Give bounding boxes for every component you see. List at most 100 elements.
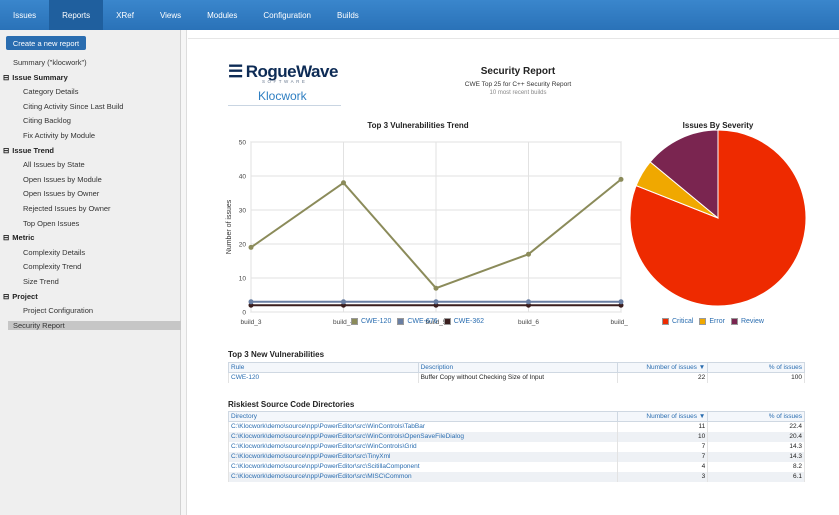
x-tick-label: build_5 xyxy=(426,319,447,326)
col-percent[interactable]: % of issues xyxy=(707,362,805,373)
nav-tab-reports[interactable]: Reports xyxy=(49,0,104,30)
col-rule[interactable]: Rule xyxy=(228,362,419,373)
legend-swatch xyxy=(730,318,738,325)
dir-table: Directory Number of issues ▼ % of issues… xyxy=(227,411,805,482)
sidebar-item-category-details[interactable]: Category Details xyxy=(23,87,79,97)
sidebar-group-issue-summary[interactable]: ⊟ Issue Summary xyxy=(3,73,68,82)
data-point-cwe-676 xyxy=(433,299,439,305)
table-row: CWE-120 Buffer Copy without Checking Size… xyxy=(228,372,805,383)
directory-link[interactable]: C:\Klocwork\demo\source\npp\PowerEditor\… xyxy=(227,451,619,462)
data-point-cwe-120 xyxy=(433,285,439,291)
nav-tab-modules[interactable]: Modules xyxy=(207,10,238,20)
x-tick-label: build_6 xyxy=(518,319,539,326)
legend-swatch xyxy=(662,318,669,325)
directory-link[interactable]: C:\Klocwork\demo\source\npp\PowerEditor\… xyxy=(227,431,619,442)
legend-item-cwe-362[interactable]: CWE-362 xyxy=(443,318,484,325)
directory-link[interactable]: C:\Klocwork\demo\source\npp\PowerEditor\… xyxy=(227,421,619,432)
y-axis-label: Number of issues xyxy=(226,199,233,254)
x-tick-label: build_7 xyxy=(611,319,628,326)
rule-link[interactable]: CWE-120 xyxy=(228,372,419,383)
legend-swatch xyxy=(351,318,358,325)
create-report-button[interactable]: Create a new report xyxy=(6,36,86,50)
table-row: C:\Klocwork\demo\source\npp\PowerEditor\… xyxy=(227,431,805,442)
legend-label: Review xyxy=(740,318,764,325)
sidebar-group-project[interactable]: ⊟ Project xyxy=(3,292,38,301)
sidebar-group-metric[interactable]: ⊟ Metric xyxy=(3,233,34,242)
legend-item-error[interactable]: Error xyxy=(699,318,725,325)
directory-link[interactable]: C:\Klocwork\demo\source\npp\PowerEditor\… xyxy=(227,471,619,482)
trend-line-chart: 0 10 20 30 40 50 build_3 build_4 build_5 build_6 b… xyxy=(226,140,628,327)
sidebar-splitter[interactable] xyxy=(181,30,187,515)
report-title: Security Report xyxy=(480,66,556,77)
percent-cell: 6.1 xyxy=(707,471,805,482)
nav-tab-builds[interactable]: Builds xyxy=(336,10,359,20)
y-tick-label: 40 xyxy=(239,174,247,181)
sidebar-item-rejected-issues-by-owner[interactable]: Rejected Issues by Owner xyxy=(23,204,111,213)
report-subtitle-builds: 10 most recent builds xyxy=(489,90,547,96)
percent-cell: 14.3 xyxy=(707,451,805,462)
report-content: ☰ RogueWave SOFTWARE Klocwork Security Re… xyxy=(188,30,839,515)
data-point-cwe-120 xyxy=(341,180,346,186)
collapse-icon[interactable]: ⊟ xyxy=(3,291,10,301)
roguewave-logo: ☰ RogueWave SOFTWARE Klocwork xyxy=(228,62,338,103)
legend-item-review[interactable]: Review xyxy=(730,318,764,325)
col-description[interactable]: Description xyxy=(417,362,619,373)
x-tick-label: build_3 xyxy=(241,319,262,326)
sidebar-item-citing-activity-since-last-build[interactable]: Citing Activity Since Last Build xyxy=(23,101,124,111)
sidebar-group-issue-trend[interactable]: ⊟ Issue Trend xyxy=(3,146,54,155)
sidebar-item-complexity-details[interactable]: Complexity Details xyxy=(23,247,86,257)
vuln-table-title: Top 3 New Vulnerabilities xyxy=(228,350,325,359)
y-tick-label: 50 xyxy=(239,140,247,147)
legend-item-cwe-676[interactable]: CWE-676 xyxy=(397,318,438,325)
sidebar-item-summary[interactable]: Summary ("klocwork") xyxy=(13,58,87,67)
table-row: C:\Klocwork\demo\source\npp\PowerEditor\… xyxy=(227,421,805,432)
collapse-icon[interactable]: ⊟ xyxy=(3,145,10,155)
collapse-icon[interactable]: ⊟ xyxy=(3,233,10,243)
nav-tab-issues[interactable]: Issues xyxy=(13,10,37,20)
legend-swatch xyxy=(443,318,451,325)
report-subtitle: CWE Top 25 for C++ Security Report xyxy=(464,81,572,88)
percent-cell: 22.4 xyxy=(707,421,805,432)
sidebar-item-citing-backlog[interactable]: Citing Backlog xyxy=(23,116,71,126)
col-directory[interactable]: Directory xyxy=(227,411,619,422)
sidebar-item-size-trend[interactable]: Size Trend xyxy=(23,277,59,286)
sidebar-item-security-report[interactable]: Security Report xyxy=(8,320,184,330)
x-tick-label: build_4 xyxy=(333,319,354,326)
col-number-of-issues-label: Number of issues xyxy=(646,364,697,371)
line-chart-legend: CWE-120 CWE-676 CWE-362 xyxy=(351,318,484,325)
description-cell: Buffer Copy without Checking Size of Inp… xyxy=(417,372,619,383)
legend-label: Critical xyxy=(672,318,694,325)
sort-desc-icon: ▼ xyxy=(698,364,706,371)
legend-item-cwe-120[interactable]: CWE-120 xyxy=(351,318,391,325)
legend-swatch xyxy=(699,318,707,325)
table-row: C:\Klocwork\demo\source\npp\PowerEditor\… xyxy=(227,441,805,452)
y-tick-label: 20 xyxy=(239,242,247,249)
collapse-icon[interactable]: ⊟ xyxy=(3,72,10,82)
table-row: C:\Klocwork\demo\source\npp\PowerEditor\… xyxy=(227,451,805,462)
sidebar-item-project-configuration[interactable]: Project Configuration xyxy=(23,306,94,316)
nav-tab-views[interactable]: Views xyxy=(159,10,182,20)
sidebar-item-open-issues-by-module[interactable]: Open Issues by Module xyxy=(23,174,102,184)
col-number-of-issues[interactable]: Number of issues ▼ xyxy=(617,362,709,373)
sort-desc-icon: ▼ xyxy=(698,413,706,420)
col-dir-percent[interactable]: % of issues xyxy=(707,411,805,422)
nav-tab-configuration[interactable]: Configuration xyxy=(263,10,311,20)
nav-tab-xref[interactable]: XRef xyxy=(116,10,134,20)
directory-link[interactable]: C:\Klocwork\demo\source\npp\PowerEditor\… xyxy=(227,461,619,472)
sidebar-item-top-open-issues[interactable]: Top Open Issues xyxy=(23,218,80,228)
legend-item-critical[interactable]: Critical xyxy=(662,318,693,325)
col-dir-number-label: Number of issues xyxy=(646,413,697,420)
sidebar-item-all-issues-by-state[interactable]: All Issues by State xyxy=(23,160,85,170)
directory-link[interactable]: C:\Klocwork\demo\source\npp\PowerEditor\… xyxy=(227,441,619,452)
sidebar-item-open-issues-by-owner[interactable]: Open Issues by Owner xyxy=(23,189,100,199)
table-row: C:\Klocwork\demo\source\npp\PowerEditor\… xyxy=(227,471,805,482)
vuln-table: Rule Description Number of issues ▼ % of… xyxy=(228,362,805,383)
logo-name: RogueWave xyxy=(245,62,339,81)
col-dir-number-of-issues[interactable]: Number of issues ▼ xyxy=(617,411,709,422)
sidebar-item-complexity-trend[interactable]: Complexity Trend xyxy=(23,262,82,272)
legend-label: CWE-676 xyxy=(407,318,438,325)
sidebar-item-fix-activity-by-module[interactable]: Fix Activity by Module xyxy=(23,131,96,140)
dir-table-title: Riskiest Source Code Directories xyxy=(228,400,355,409)
y-tick-label: 10 xyxy=(239,276,247,283)
percent-cell: 20.4 xyxy=(707,431,805,442)
